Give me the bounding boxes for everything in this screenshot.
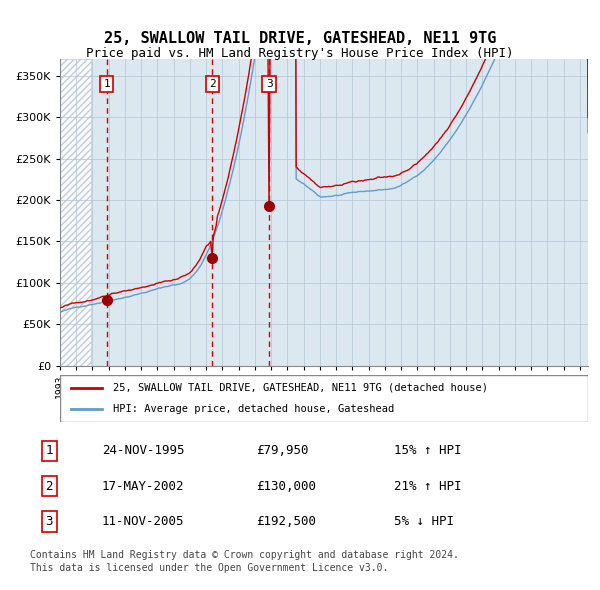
FancyBboxPatch shape	[60, 375, 588, 422]
Text: £79,950: £79,950	[256, 444, 309, 457]
Text: 21% ↑ HPI: 21% ↑ HPI	[394, 480, 462, 493]
Text: Contains HM Land Registry data © Crown copyright and database right 2024.: Contains HM Land Registry data © Crown c…	[30, 549, 459, 559]
Bar	[60, 59, 91, 366]
Text: 17-MAY-2002: 17-MAY-2002	[102, 480, 184, 493]
Text: HPI: Average price, detached house, Gateshead: HPI: Average price, detached house, Gate…	[113, 404, 394, 414]
Text: 24-NOV-1995: 24-NOV-1995	[102, 444, 184, 457]
Text: £192,500: £192,500	[256, 515, 316, 528]
Text: 5% ↓ HPI: 5% ↓ HPI	[394, 515, 454, 528]
Text: 15% ↑ HPI: 15% ↑ HPI	[394, 444, 462, 457]
Text: 25, SWALLOW TAIL DRIVE, GATESHEAD, NE11 9TG: 25, SWALLOW TAIL DRIVE, GATESHEAD, NE11 …	[104, 31, 496, 46]
Text: 1: 1	[46, 444, 53, 457]
Text: 1: 1	[103, 79, 110, 89]
Text: £130,000: £130,000	[256, 480, 316, 493]
Text: 2: 2	[209, 79, 215, 89]
Text: 3: 3	[266, 79, 272, 89]
Text: 11-NOV-2005: 11-NOV-2005	[102, 515, 184, 528]
Text: Price paid vs. HM Land Registry's House Price Index (HPI): Price paid vs. HM Land Registry's House …	[86, 47, 514, 60]
Text: 3: 3	[46, 515, 53, 528]
Text: This data is licensed under the Open Government Licence v3.0.: This data is licensed under the Open Gov…	[30, 563, 388, 573]
Text: 25, SWALLOW TAIL DRIVE, GATESHEAD, NE11 9TG (detached house): 25, SWALLOW TAIL DRIVE, GATESHEAD, NE11 …	[113, 383, 488, 393]
Text: 2: 2	[46, 480, 53, 493]
